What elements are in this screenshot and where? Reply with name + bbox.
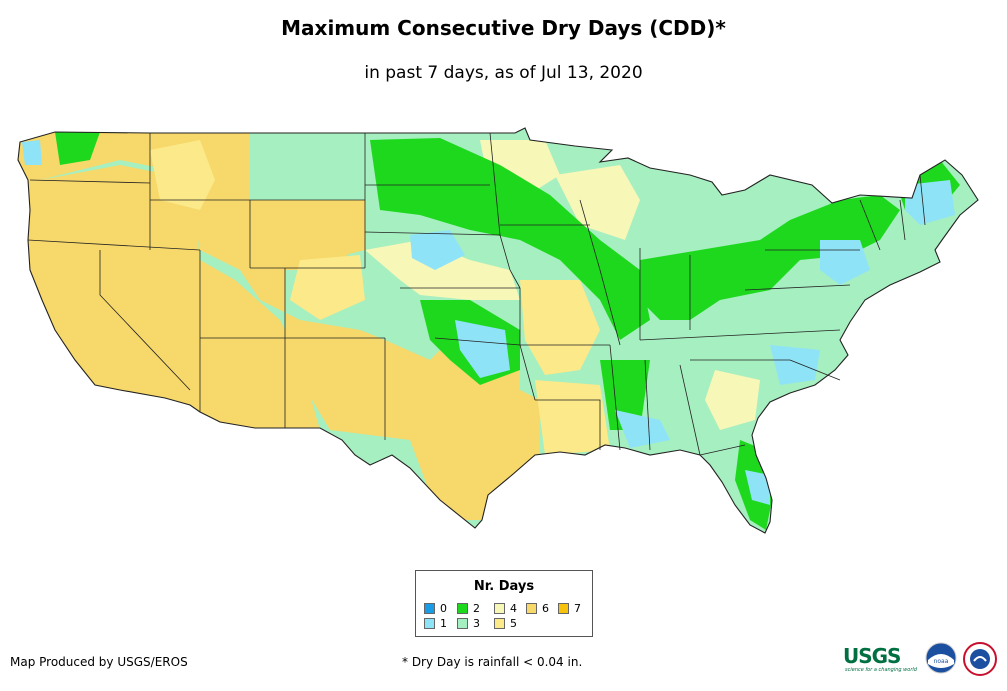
usgs-logo: USGS [843, 644, 901, 668]
dry-day-footnote: * Dry Day is rainfall < 0.04 in. [402, 655, 583, 669]
noaa-logo-text: noaa [934, 658, 949, 665]
region-colorado-5days [290, 255, 365, 320]
region-wyoming-6days [250, 200, 365, 270]
state-boundaries [17, 127, 979, 534]
legend-label: 3 [473, 617, 480, 630]
map-credit: Map Produced by USGS/EROS [10, 655, 188, 669]
region-new-england-1day [905, 180, 955, 225]
legend: Nr. Days 0 1 2 3 4 5 6 7 [415, 570, 593, 637]
legend-swatch [457, 603, 468, 614]
region-ohio-valley-2days [640, 195, 900, 320]
region-pacific-nw-1day [22, 140, 42, 165]
map-title: Maximum Consecutive Dry Days (CDD)* [281, 16, 726, 40]
region-carolina-1day [770, 345, 820, 385]
legend-label: 7 [574, 602, 581, 615]
region-southwest-6days [18, 165, 320, 430]
region-mississippi-2days [600, 360, 650, 430]
region-west-6days [18, 128, 540, 520]
region-missouri-5days [520, 280, 600, 375]
region-oklahoma-1day [455, 320, 510, 378]
region-northern-plains-2days [370, 138, 650, 340]
legend-swatch [526, 603, 537, 614]
legend-swatch [494, 618, 505, 629]
region-wisconsin-4days [555, 165, 640, 240]
map-subtitle: in past 7 days, as of Jul 13, 2020 [364, 63, 643, 83]
usgs-tagline: science for a changing world [845, 667, 917, 673]
legend-label: 5 [510, 617, 517, 630]
legend-label: 6 [542, 602, 549, 615]
legend-swatch [424, 603, 435, 614]
region-florida-1day [745, 470, 770, 505]
region-gulf-1day [615, 410, 670, 448]
legend-swatch [424, 618, 435, 629]
region-louisiana-5days [535, 380, 610, 455]
region-idaho-5days [150, 140, 215, 210]
noaa-logo-icon: noaa [925, 642, 957, 674]
legend-swatch [558, 603, 569, 614]
region-washington-2days [55, 132, 100, 165]
agency-logos: USGS science for a changing world noaa [843, 638, 1003, 678]
nws-logo-icon [963, 642, 997, 676]
legend-label: 0 [440, 602, 447, 615]
region-pennsylvania-1day [820, 240, 870, 285]
legend-label: 1 [440, 617, 447, 630]
region-plains-4days [365, 240, 520, 300]
legend-label: 2 [473, 602, 480, 615]
legend-label: 4 [510, 602, 517, 615]
legend-swatch [457, 618, 468, 629]
legend-swatch [494, 603, 505, 614]
region-georgia-4days [705, 370, 760, 430]
region-nebraska-1day [410, 230, 465, 270]
legend-title: Nr. Days [473, 579, 535, 594]
